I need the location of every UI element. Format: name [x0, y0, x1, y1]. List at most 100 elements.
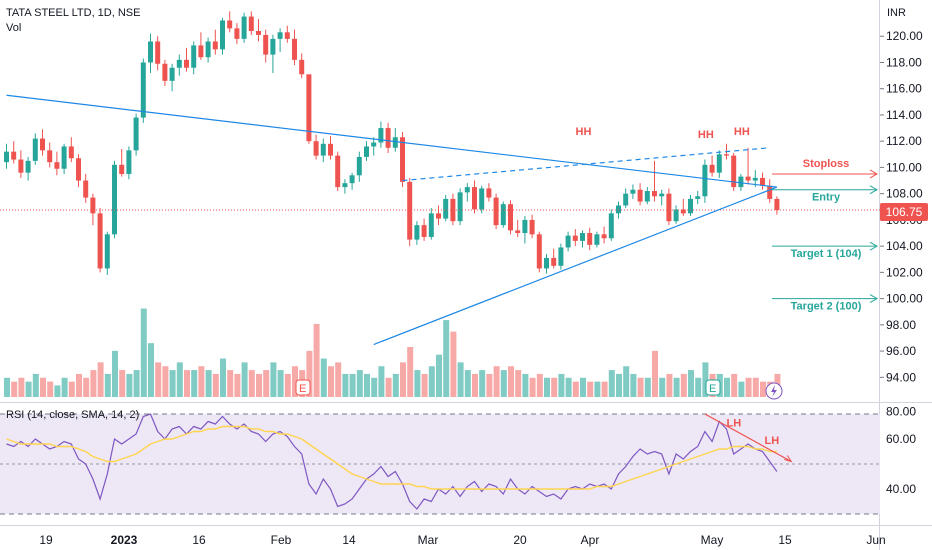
lh-label: LH	[765, 435, 780, 447]
volume-bar	[695, 377, 702, 397]
volume-bar	[601, 381, 608, 397]
candle-body	[385, 128, 391, 148]
candle-body	[148, 41, 153, 63]
rsi-line	[6, 413, 778, 510]
rsi-lines: LH LH	[6, 413, 793, 510]
candle-body	[169, 67, 175, 81]
candle-body	[731, 155, 737, 188]
candle-body	[457, 192, 463, 222]
time-tick-label: 19	[39, 533, 53, 547]
volume-bar	[349, 373, 356, 397]
price-tick-label: 116.00	[886, 82, 922, 96]
volume-bar	[54, 385, 61, 397]
candle-body	[623, 193, 629, 206]
arrow-icon	[869, 294, 879, 304]
price-tick-label: 102.00	[886, 265, 923, 279]
candle-body	[745, 176, 751, 181]
volume-bar	[464, 370, 471, 397]
candle-body	[11, 151, 17, 160]
volume-bars	[4, 308, 781, 397]
volume-bar	[97, 362, 104, 397]
volume-bar	[659, 377, 666, 397]
volume-bar	[551, 377, 558, 397]
volume-bar	[18, 377, 25, 397]
arrow-icon	[869, 185, 879, 195]
candle-body	[580, 233, 585, 241]
volume-bar	[320, 358, 327, 397]
candle-body	[306, 74, 312, 142]
volume-bar	[205, 370, 212, 397]
volume-bar	[270, 362, 277, 397]
earnings-marker-2[interactable]: E	[705, 379, 721, 396]
candle-body	[572, 235, 578, 241]
volume-bar	[227, 370, 234, 397]
candle-body	[695, 196, 701, 199]
volume-bar	[11, 381, 18, 397]
volume-bar	[119, 370, 126, 397]
candle-body	[270, 38, 276, 55]
volume-bar	[335, 362, 342, 397]
candle-body	[500, 204, 506, 226]
arrow-icon	[869, 169, 879, 179]
candle-body	[400, 137, 405, 182]
stop-label: Stoploss	[803, 158, 849, 170]
volume-bar	[680, 373, 687, 397]
candle-body	[536, 234, 542, 269]
candle-body	[292, 38, 297, 60]
price-tick-label: 96.00	[886, 344, 916, 358]
candle-body	[558, 247, 564, 266]
candle-body	[407, 181, 413, 240]
rsi-title: RSI (14, close, SMA, 14, 2)	[6, 409, 139, 421]
candle-body	[392, 137, 398, 148]
hh-label: HH	[734, 126, 750, 138]
volume-bar	[212, 373, 219, 397]
time-tick-label: Feb	[271, 533, 292, 547]
price-tick-label: 94.00	[886, 370, 916, 384]
volume-bar	[428, 366, 435, 397]
axis-ticks: 120.00 118.00 116.00 114.00 112.00 110.00 108.…	[39, 29, 923, 547]
candle-body	[378, 128, 384, 143]
earnings-marker-1[interactable]: E	[295, 379, 311, 396]
candle-body	[155, 41, 161, 64]
volume-bar	[616, 373, 622, 397]
volume-bar	[760, 381, 766, 397]
volume-bar	[364, 373, 370, 397]
candle-body	[702, 164, 708, 197]
volume-bar	[234, 373, 241, 397]
volume-bar	[90, 370, 97, 397]
candle-body	[54, 162, 60, 169]
price-tick-label: 112.00	[886, 134, 922, 148]
volume-bar	[112, 350, 118, 397]
volume-bar	[256, 373, 262, 397]
volume-bar	[148, 343, 154, 397]
volume-bar	[83, 377, 90, 397]
candle-body	[4, 151, 9, 163]
candle-body	[594, 234, 600, 245]
candle-body	[479, 188, 485, 210]
price-tick-label: 120.00	[886, 29, 923, 43]
price-tick-label: 100.00	[886, 292, 923, 306]
volume-bar	[652, 350, 658, 397]
candle-body	[328, 143, 333, 156]
candle-body	[565, 235, 571, 248]
candle-body	[673, 209, 679, 222]
candle-body	[587, 233, 593, 245]
candle-body	[97, 213, 103, 269]
hh-label: HH	[698, 129, 714, 141]
volume-bar	[162, 366, 169, 397]
volume-bar	[486, 373, 493, 397]
candle-body	[198, 45, 204, 58]
candle-body	[544, 257, 549, 269]
candle-body	[601, 234, 607, 239]
candle-body	[335, 155, 341, 188]
candle-body	[263, 34, 269, 55]
flash-icon[interactable]	[765, 382, 783, 400]
volume-bar	[623, 366, 630, 397]
candle-body	[234, 28, 240, 39]
volume-bar	[392, 373, 399, 397]
rsi-tick-label: 40.00	[886, 482, 916, 496]
volume-bar	[450, 331, 457, 397]
volume-bar	[608, 370, 615, 397]
volume-bar	[724, 377, 730, 397]
